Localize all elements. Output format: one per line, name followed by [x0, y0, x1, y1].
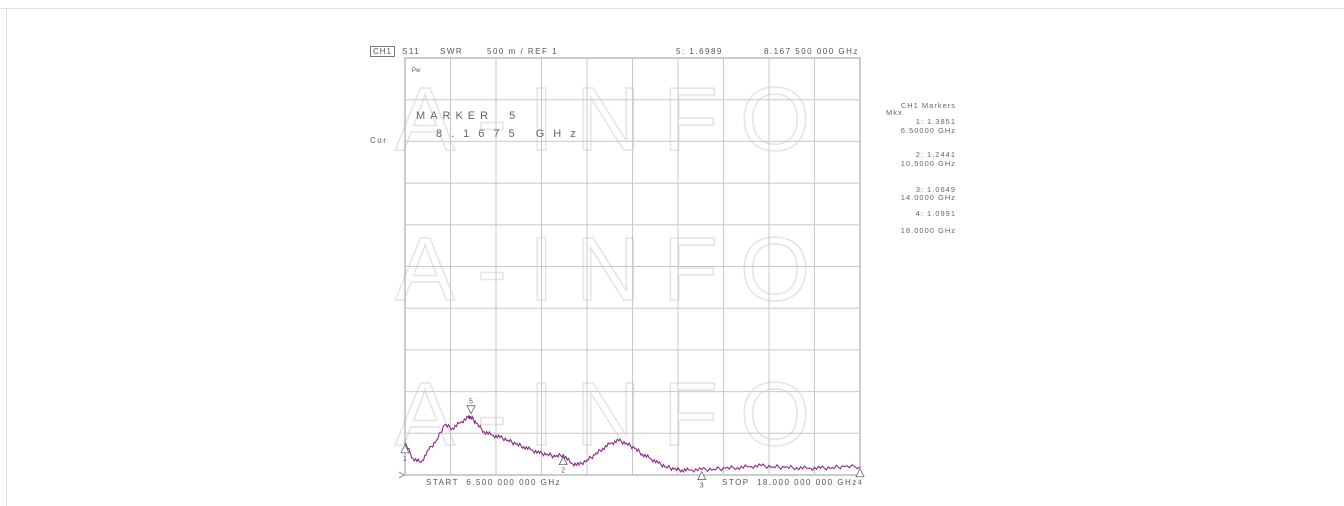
marker-triangle-icon	[558, 455, 568, 466]
power-label: Pw	[412, 68, 421, 74]
watermark-text: A-INFO	[395, 220, 832, 320]
marker-triangle-icon	[855, 467, 865, 478]
marker-layer: 1 2 3 4 5	[400, 399, 865, 490]
marker-label: 1	[403, 456, 407, 463]
stop-frequency-label: STOP 18.000 000 000 GHz	[722, 478, 858, 487]
frame-left-line	[6, 8, 7, 506]
start-frequency-label: START 6.500 000 000 GHz	[426, 478, 562, 487]
marker-triangle-icon	[697, 470, 707, 480]
watermark-text: A-INFO	[395, 365, 832, 465]
chart-grid	[398, 57, 861, 479]
parameter-label: S11	[402, 47, 421, 56]
marker-label: 3	[700, 483, 704, 490]
marker-triangle-icon	[400, 443, 410, 454]
trace-series-line	[404, 415, 861, 474]
marker-list-title: CH1 Markers	[900, 101, 956, 110]
marker-label: 2	[561, 468, 565, 475]
active-marker-readout: 5: 1.6989	[676, 47, 723, 56]
format-label: SWR	[440, 47, 464, 56]
marker-list-entry-freq: 6.50000 GHz	[900, 126, 956, 135]
marker-list-entry-freq: 10.5000 GHz	[900, 159, 956, 168]
frame-top-line	[0, 8, 1344, 9]
scale-label: 500 m / REF 1	[487, 47, 559, 56]
marker-triangle-icon	[466, 405, 476, 415]
trace-layer	[404, 415, 861, 474]
marker-list-entry-value: 3: 1.0649	[915, 185, 956, 194]
active-marker-frequency: 8.167 500 000 GHz	[764, 47, 859, 56]
channel-label: CH1	[370, 46, 396, 57]
marker-list-entry-value: 4: 1.0991	[915, 209, 956, 218]
marker-list-entry-value: 1: 1.3851	[915, 117, 956, 126]
marker-list-entry-freq: 14.0000 GHz	[900, 193, 956, 202]
reference-level-icon	[398, 471, 405, 479]
marker-label: 5	[469, 399, 473, 406]
marker-box-value: 8.1675 GHz	[436, 128, 585, 140]
marker-label: 4	[858, 480, 862, 487]
marker-list-subtitle: Mkx	[886, 108, 903, 117]
correction-label: Cor	[370, 136, 388, 145]
watermark-text: A-INFO	[395, 70, 832, 170]
marker-list-entry-value: 2: 1.2441	[915, 150, 956, 159]
marker-list-entry-freq: 18.0000 GHz	[900, 226, 956, 235]
marker-box-title: MARKER 5	[416, 110, 521, 122]
